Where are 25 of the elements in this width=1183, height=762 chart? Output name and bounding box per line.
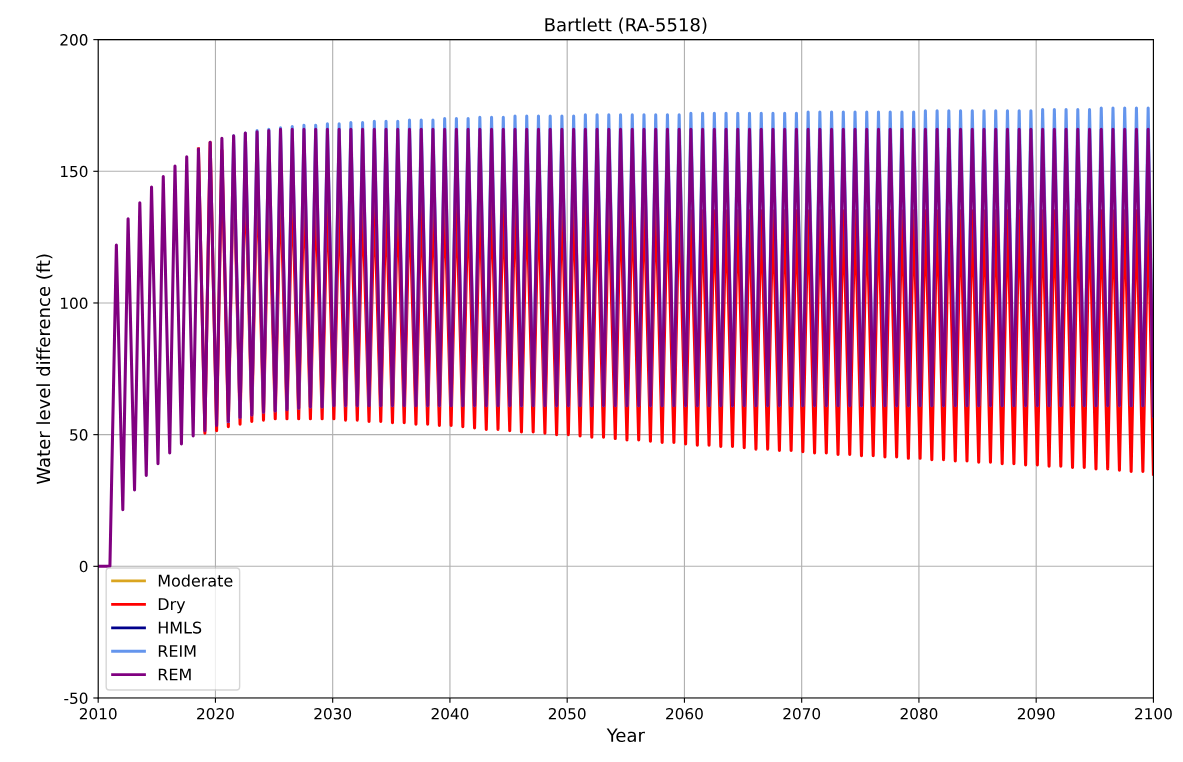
x-tick-label: 2070: [783, 707, 821, 720]
legend-label: REM: [158, 668, 191, 681]
line-series: [98, 127, 1154, 568]
x-axis-title: Year: [606, 728, 645, 743]
legend-label: Moderate: [158, 574, 233, 587]
legend-label: REIM: [158, 645, 196, 657]
y-tick-label: -50: [64, 692, 88, 705]
y-tick-label: 100: [60, 297, 88, 309]
x-tick-label: 2040: [431, 707, 469, 720]
y-tick-label: 0: [79, 560, 88, 573]
y-tick-label: 200: [60, 34, 88, 46]
y-tick-label: 150: [60, 165, 88, 178]
x-tick-label: 2020: [197, 707, 234, 720]
x-tick-label: 2080: [900, 707, 938, 720]
x-tick-label: 2010: [79, 707, 117, 720]
x-tick-label: 2060: [666, 707, 703, 720]
x-tick-label: 2030: [314, 707, 352, 720]
legend-label: Dry: [158, 598, 186, 614]
y-axis-title: Water level difference (ft): [36, 254, 53, 485]
chart-title: Bartlett (RA-5518): [545, 17, 707, 34]
x-tick-label: 2050: [548, 707, 586, 720]
x-tick-label: 2090: [1017, 707, 1055, 720]
y-tick-label: 50: [70, 429, 88, 441]
x-tick-label: 2100: [1135, 707, 1172, 720]
legend-label: HMLS: [158, 621, 202, 634]
